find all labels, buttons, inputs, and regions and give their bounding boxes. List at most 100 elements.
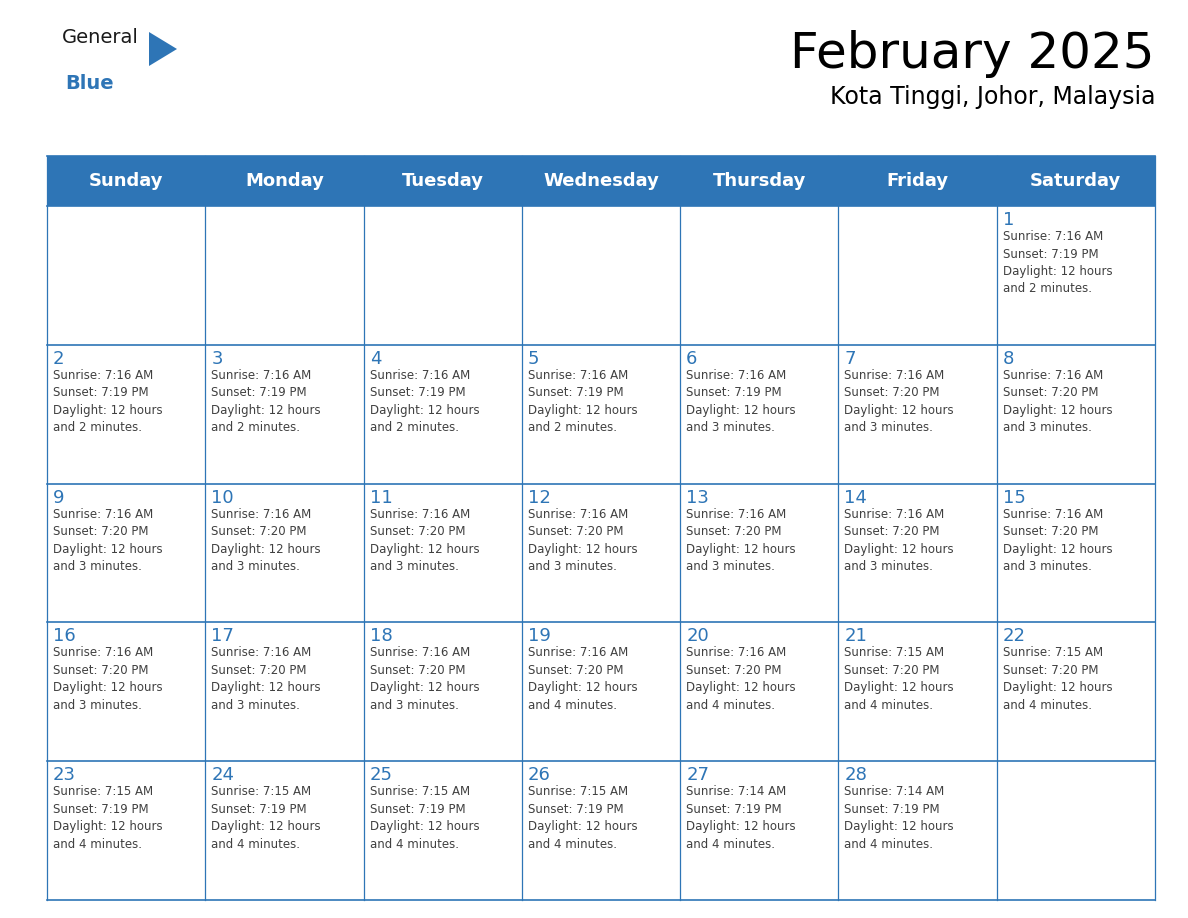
Bar	[48, 761, 206, 900]
Text: Tuesday: Tuesday	[402, 172, 484, 190]
Bar	[48, 345, 206, 484]
Bar	[206, 206, 364, 345]
Text: Sunrise: 7:16 AM
Sunset: 7:20 PM
Daylight: 12 hours
and 4 minutes.: Sunrise: 7:16 AM Sunset: 7:20 PM Dayligh…	[527, 646, 638, 711]
Text: Sunrise: 7:16 AM
Sunset: 7:19 PM
Daylight: 12 hours
and 2 minutes.: Sunrise: 7:16 AM Sunset: 7:19 PM Dayligh…	[1003, 230, 1112, 296]
Text: Sunrise: 7:14 AM
Sunset: 7:19 PM
Daylight: 12 hours
and 4 minutes.: Sunrise: 7:14 AM Sunset: 7:19 PM Dayligh…	[845, 785, 954, 851]
Polygon shape	[148, 32, 177, 66]
Text: Sunrise: 7:14 AM
Sunset: 7:19 PM
Daylight: 12 hours
and 4 minutes.: Sunrise: 7:14 AM Sunset: 7:19 PM Dayligh…	[687, 785, 796, 851]
Bar	[681, 206, 839, 345]
Text: Sunrise: 7:15 AM
Sunset: 7:20 PM
Daylight: 12 hours
and 4 minutes.: Sunrise: 7:15 AM Sunset: 7:20 PM Dayligh…	[845, 646, 954, 711]
Text: 17: 17	[211, 627, 234, 645]
Text: 11: 11	[369, 488, 392, 507]
Bar	[997, 345, 1155, 484]
Text: Thursday: Thursday	[713, 172, 805, 190]
Text: 5: 5	[527, 350, 539, 368]
Bar	[997, 484, 1155, 622]
Bar	[206, 622, 364, 761]
Text: 7: 7	[845, 350, 855, 368]
Text: Sunrise: 7:15 AM
Sunset: 7:20 PM
Daylight: 12 hours
and 4 minutes.: Sunrise: 7:15 AM Sunset: 7:20 PM Dayligh…	[1003, 646, 1112, 711]
Bar	[522, 622, 681, 761]
Text: Sunrise: 7:16 AM
Sunset: 7:20 PM
Daylight: 12 hours
and 3 minutes.: Sunrise: 7:16 AM Sunset: 7:20 PM Dayligh…	[369, 508, 479, 573]
Text: 27: 27	[687, 767, 709, 784]
Bar	[681, 484, 839, 622]
Bar	[364, 484, 522, 622]
Text: Sunrise: 7:16 AM
Sunset: 7:19 PM
Daylight: 12 hours
and 2 minutes.: Sunrise: 7:16 AM Sunset: 7:19 PM Dayligh…	[53, 369, 163, 434]
Text: Sunrise: 7:16 AM
Sunset: 7:19 PM
Daylight: 12 hours
and 2 minutes.: Sunrise: 7:16 AM Sunset: 7:19 PM Dayligh…	[369, 369, 479, 434]
Text: Sunrise: 7:16 AM
Sunset: 7:19 PM
Daylight: 12 hours
and 3 minutes.: Sunrise: 7:16 AM Sunset: 7:19 PM Dayligh…	[687, 369, 796, 434]
Bar	[681, 345, 839, 484]
Text: Sunrise: 7:15 AM
Sunset: 7:19 PM
Daylight: 12 hours
and 4 minutes.: Sunrise: 7:15 AM Sunset: 7:19 PM Dayligh…	[527, 785, 638, 851]
Text: Sunrise: 7:16 AM
Sunset: 7:20 PM
Daylight: 12 hours
and 3 minutes.: Sunrise: 7:16 AM Sunset: 7:20 PM Dayligh…	[687, 508, 796, 573]
Text: Blue: Blue	[65, 74, 114, 93]
Text: Sunrise: 7:16 AM
Sunset: 7:20 PM
Daylight: 12 hours
and 3 minutes.: Sunrise: 7:16 AM Sunset: 7:20 PM Dayligh…	[53, 646, 163, 711]
Bar	[839, 484, 997, 622]
Text: 13: 13	[687, 488, 709, 507]
Bar	[364, 761, 522, 900]
Text: 26: 26	[527, 767, 551, 784]
Text: 20: 20	[687, 627, 709, 645]
Text: 22: 22	[1003, 627, 1025, 645]
Text: Sunrise: 7:15 AM
Sunset: 7:19 PM
Daylight: 12 hours
and 4 minutes.: Sunrise: 7:15 AM Sunset: 7:19 PM Dayligh…	[53, 785, 163, 851]
Bar	[522, 484, 681, 622]
Text: 2: 2	[53, 350, 64, 368]
Bar	[839, 622, 997, 761]
Text: 18: 18	[369, 627, 392, 645]
Text: February 2025: February 2025	[790, 30, 1155, 78]
Text: Sunrise: 7:16 AM
Sunset: 7:20 PM
Daylight: 12 hours
and 3 minutes.: Sunrise: 7:16 AM Sunset: 7:20 PM Dayligh…	[1003, 369, 1112, 434]
Bar	[997, 761, 1155, 900]
Bar	[839, 206, 997, 345]
Text: 3: 3	[211, 350, 223, 368]
Bar	[48, 484, 206, 622]
Bar	[522, 206, 681, 345]
Text: Kota Tinggi, Johor, Malaysia: Kota Tinggi, Johor, Malaysia	[829, 85, 1155, 109]
Bar	[364, 206, 522, 345]
Bar	[206, 484, 364, 622]
Text: 16: 16	[53, 627, 76, 645]
Text: 9: 9	[53, 488, 64, 507]
Text: 24: 24	[211, 767, 234, 784]
Bar	[839, 761, 997, 900]
Bar	[522, 345, 681, 484]
Text: 1: 1	[1003, 211, 1015, 229]
Text: 10: 10	[211, 488, 234, 507]
Text: Sunrise: 7:16 AM
Sunset: 7:20 PM
Daylight: 12 hours
and 3 minutes.: Sunrise: 7:16 AM Sunset: 7:20 PM Dayligh…	[1003, 508, 1112, 573]
Text: Sunrise: 7:15 AM
Sunset: 7:19 PM
Daylight: 12 hours
and 4 minutes.: Sunrise: 7:15 AM Sunset: 7:19 PM Dayligh…	[369, 785, 479, 851]
Text: Sunrise: 7:16 AM
Sunset: 7:20 PM
Daylight: 12 hours
and 3 minutes.: Sunrise: 7:16 AM Sunset: 7:20 PM Dayligh…	[369, 646, 479, 711]
Text: 4: 4	[369, 350, 381, 368]
Bar	[681, 622, 839, 761]
Bar	[48, 156, 1155, 206]
Bar	[48, 206, 206, 345]
Text: Friday: Friday	[886, 172, 949, 190]
Text: Saturday: Saturday	[1030, 172, 1121, 190]
Bar	[681, 761, 839, 900]
Text: 14: 14	[845, 488, 867, 507]
Bar	[364, 622, 522, 761]
Bar	[206, 761, 364, 900]
Bar	[48, 622, 206, 761]
Text: 23: 23	[53, 767, 76, 784]
Text: 25: 25	[369, 767, 392, 784]
Text: 19: 19	[527, 627, 551, 645]
Text: Sunrise: 7:16 AM
Sunset: 7:20 PM
Daylight: 12 hours
and 3 minutes.: Sunrise: 7:16 AM Sunset: 7:20 PM Dayligh…	[845, 508, 954, 573]
Bar	[522, 761, 681, 900]
Bar	[997, 206, 1155, 345]
Text: Sunrise: 7:16 AM
Sunset: 7:20 PM
Daylight: 12 hours
and 3 minutes.: Sunrise: 7:16 AM Sunset: 7:20 PM Dayligh…	[53, 508, 163, 573]
Text: 15: 15	[1003, 488, 1025, 507]
Text: 6: 6	[687, 350, 697, 368]
Text: Sunrise: 7:16 AM
Sunset: 7:19 PM
Daylight: 12 hours
and 2 minutes.: Sunrise: 7:16 AM Sunset: 7:19 PM Dayligh…	[527, 369, 638, 434]
Bar	[839, 345, 997, 484]
Bar	[364, 345, 522, 484]
Text: 8: 8	[1003, 350, 1015, 368]
Text: Wednesday: Wednesday	[543, 172, 659, 190]
Text: Monday: Monday	[245, 172, 324, 190]
Text: Sunrise: 7:16 AM
Sunset: 7:20 PM
Daylight: 12 hours
and 4 minutes.: Sunrise: 7:16 AM Sunset: 7:20 PM Dayligh…	[687, 646, 796, 711]
Text: Sunrise: 7:16 AM
Sunset: 7:20 PM
Daylight: 12 hours
and 3 minutes.: Sunrise: 7:16 AM Sunset: 7:20 PM Dayligh…	[211, 508, 321, 573]
Bar	[997, 622, 1155, 761]
Text: Sunrise: 7:16 AM
Sunset: 7:19 PM
Daylight: 12 hours
and 2 minutes.: Sunrise: 7:16 AM Sunset: 7:19 PM Dayligh…	[211, 369, 321, 434]
Text: 12: 12	[527, 488, 551, 507]
Text: Sunrise: 7:16 AM
Sunset: 7:20 PM
Daylight: 12 hours
and 3 minutes.: Sunrise: 7:16 AM Sunset: 7:20 PM Dayligh…	[845, 369, 954, 434]
Text: Sunrise: 7:15 AM
Sunset: 7:19 PM
Daylight: 12 hours
and 4 minutes.: Sunrise: 7:15 AM Sunset: 7:19 PM Dayligh…	[211, 785, 321, 851]
Text: 21: 21	[845, 627, 867, 645]
Text: Sunrise: 7:16 AM
Sunset: 7:20 PM
Daylight: 12 hours
and 3 minutes.: Sunrise: 7:16 AM Sunset: 7:20 PM Dayligh…	[211, 646, 321, 711]
Text: Sunrise: 7:16 AM
Sunset: 7:20 PM
Daylight: 12 hours
and 3 minutes.: Sunrise: 7:16 AM Sunset: 7:20 PM Dayligh…	[527, 508, 638, 573]
